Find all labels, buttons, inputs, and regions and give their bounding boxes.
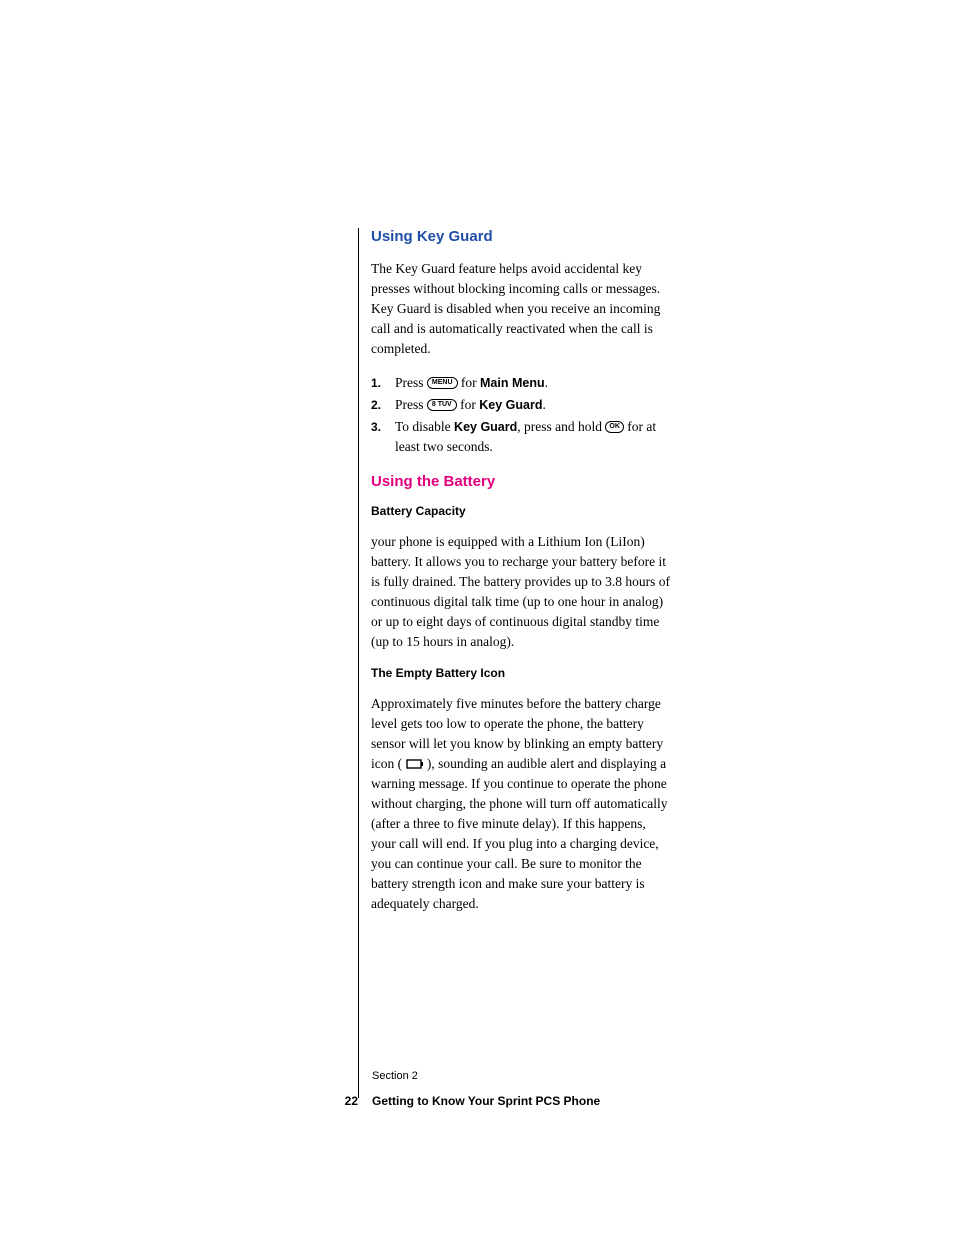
step-number: 2. xyxy=(371,395,381,415)
eight-key-icon: 8 TUV xyxy=(427,399,457,411)
step-number: 1. xyxy=(371,373,381,393)
step-text-post: . xyxy=(542,397,545,412)
step-text-pre: To disable xyxy=(395,419,454,434)
step-text-mid: for xyxy=(458,375,481,390)
battery-empty-para: Approximately five minutes before the ba… xyxy=(371,694,671,914)
step-1: 1. Press MENU for Main Menu. xyxy=(371,373,671,393)
empty-battery-icon xyxy=(406,759,424,769)
footer-title: Getting to Know Your Sprint PCS Phone xyxy=(372,1094,600,1108)
step-text-mid: for xyxy=(457,397,480,412)
content-column: Using Key Guard The Key Guard feature he… xyxy=(371,228,671,928)
para2b: ), sounding an audible alert and display… xyxy=(371,756,667,911)
battery-capacity-para: your phone is equipped with a Lithium Io… xyxy=(371,532,671,652)
step-text-pre: Press xyxy=(395,375,427,390)
keyguard-intro: The Key Guard feature helps avoid accide… xyxy=(371,259,671,359)
menu-key-icon: MENU xyxy=(427,377,458,389)
ok-key-icon: OK xyxy=(605,421,624,433)
subhead-capacity: Battery Capacity xyxy=(371,504,671,518)
page-number: 22 xyxy=(300,1094,372,1108)
step-text-mid: , press and hold xyxy=(517,419,605,434)
vertical-rule xyxy=(358,228,359,1098)
step-2: 2. Press 8 TUV for Key Guard. xyxy=(371,395,671,415)
heading-battery: Using the Battery xyxy=(371,473,671,490)
footer-line: 22Getting to Know Your Sprint PCS Phone xyxy=(300,1094,700,1108)
step-bold: Key Guard xyxy=(479,398,542,412)
step-bold: Key Guard xyxy=(454,420,517,434)
step-text-pre: Press xyxy=(395,397,427,412)
keyguard-steps: 1. Press MENU for Main Menu. 2. Press 8 … xyxy=(371,373,671,457)
subhead-empty-icon: The Empty Battery Icon xyxy=(371,666,671,680)
page-footer: Section 2 22Getting to Know Your Sprint … xyxy=(300,1070,700,1120)
step-3: 3. To disable Key Guard, press and hold … xyxy=(371,417,671,457)
heading-key-guard: Using Key Guard xyxy=(371,228,671,245)
step-text-post: . xyxy=(545,375,548,390)
step-number: 3. xyxy=(371,417,381,437)
page: Using Key Guard The Key Guard feature he… xyxy=(0,0,954,1235)
footer-section: Section 2 xyxy=(372,1070,700,1082)
step-bold: Main Menu xyxy=(480,376,545,390)
